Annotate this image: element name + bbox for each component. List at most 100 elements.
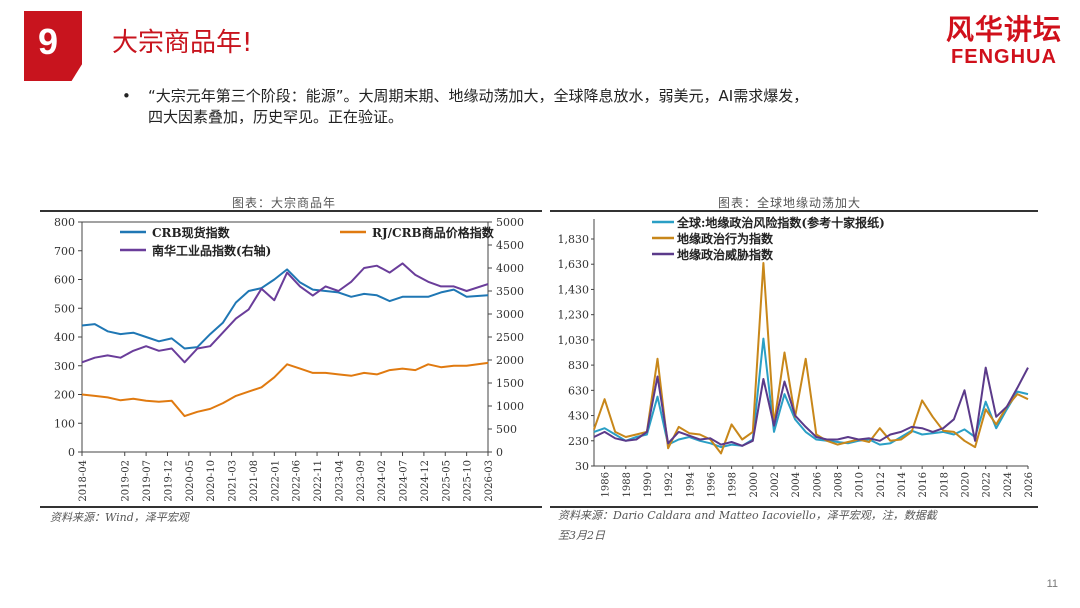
x-tick-label: 1996	[706, 472, 717, 497]
x-tick-label: 2019-12	[163, 460, 174, 502]
legend-label: RJ/CRB商品价格指数	[372, 225, 495, 240]
x-tick-label: 2024-02	[377, 460, 388, 502]
y-tick-label: 400	[54, 331, 75, 344]
x-tick-label: 1988	[622, 472, 633, 497]
series-line-2	[81, 361, 489, 418]
x-tick-label: 2022	[982, 472, 993, 497]
y-tick-label: 230	[568, 435, 589, 448]
logo-chinese: 风华讲坛	[945, 13, 1062, 46]
x-tick-label: 2025-10	[463, 460, 474, 502]
y2-tick-label: 5000	[496, 216, 524, 229]
x-tick-label: 2016	[918, 472, 929, 497]
x-tick-label: 2019-07	[142, 460, 153, 502]
x-tick-label: 2026	[1024, 472, 1035, 497]
x-tick-label: 2020-05	[185, 460, 196, 502]
x-tick-label: 2000	[749, 472, 760, 497]
x-tick-label: 2021-08	[249, 460, 260, 502]
left-chart-bottom-rule	[40, 506, 542, 508]
x-tick-label: 2008	[833, 472, 844, 497]
right-chart-source-line-1: 资料来源：Dario Caldara and Matteo Iacoviello…	[558, 509, 937, 522]
x-tick-label: 1998	[728, 472, 739, 497]
left-chart-caption: 图表：大宗商品年	[232, 196, 337, 210]
x-tick-label: 2012	[876, 472, 887, 497]
left-chart-top-rule	[40, 210, 542, 212]
right-chart: 30 230 430 630 830 1,030 1,230 1,430 1,630 1,830 1…	[558, 215, 1036, 497]
y2-tick-label: 2500	[496, 331, 524, 344]
y-tick-label: 1,230	[558, 309, 590, 322]
logo-english: FENGHUA	[951, 46, 1057, 68]
left-chart: 0 100 200 300 400 500 600 700 800 0 500 1000 1500 200…	[54, 216, 524, 502]
y-tick-label: 500	[54, 302, 75, 315]
y-tick-label: 1,030	[558, 334, 590, 347]
y2-tick-label: 4500	[496, 239, 524, 252]
x-tick-label: 2024-07	[399, 460, 410, 502]
x-tick-label: 2020	[960, 472, 971, 497]
right-chart-caption: 图表：全球地缘动荡加大	[718, 196, 862, 210]
bullet-point: • “大宗元年第三个阶段：能源”。大周期末期、地缘动荡加大，全球降息放水，弱美元…	[122, 86, 942, 128]
x-tick-label: 2019-02	[121, 460, 132, 502]
y-tick-label: 830	[568, 359, 589, 372]
x-tick-label: 2021-03	[228, 460, 239, 502]
legend-label: 全球:地缘政治风险指数(参考十家报纸)	[676, 215, 885, 230]
slide-title: 大宗商品年!	[112, 28, 253, 58]
right-chart-bottom-rule	[550, 506, 1038, 508]
y-tick-label: 300	[54, 360, 75, 373]
y2-tick-label: 0	[496, 446, 503, 459]
y-tick-label: 1,830	[558, 233, 590, 246]
plot-frame	[81, 221, 489, 453]
y-tick-label: 800	[54, 216, 75, 229]
y-tick-label: 100	[54, 417, 75, 430]
series-line-1	[81, 268, 489, 350]
x-tick-label: 2024	[1003, 472, 1014, 497]
x-tick-label: 2022-01	[270, 460, 281, 502]
y2-tick-label: 1000	[496, 400, 524, 413]
slide-number-badge: 9	[24, 11, 82, 81]
y-tick-label: 1,430	[558, 283, 590, 296]
legend-label: 南华工业品指数(右轴)	[152, 243, 271, 258]
series-line-3	[593, 366, 1029, 447]
y-tick-label: 700	[54, 245, 75, 258]
y2-tick-label: 500	[496, 423, 517, 436]
x-tick-label: 2010	[855, 472, 866, 497]
y2-tick-label: 3500	[496, 285, 524, 298]
y-tick-label: 430	[568, 410, 589, 423]
x-tick-label: 2022-06	[292, 460, 303, 502]
x-tick-label: 1986	[601, 472, 612, 497]
y-tick-label: 600	[54, 274, 75, 287]
x-tick-label: 2023-09	[356, 460, 367, 502]
left-chart-source: 资料来源：Wind，泽平宏观	[50, 511, 189, 524]
y-tick-label: 1,630	[558, 258, 590, 271]
right-chart-source-line-2: 至3月2日	[558, 529, 605, 542]
bullet-icon: •	[122, 87, 131, 105]
y2-tick-label: 2000	[496, 354, 524, 367]
y2-tick-label: 1500	[496, 377, 524, 390]
y-tick-label: 0	[68, 446, 75, 459]
right-chart-source: 资料来源：Dario Caldara and Matteo Iacoviello…	[558, 506, 937, 546]
right-chart-top-rule	[550, 210, 1038, 212]
y2-tick-label: 4000	[496, 262, 524, 275]
legend-label: 地缘政治威胁指数	[677, 247, 774, 262]
x-tick-label: 2025-05	[441, 460, 452, 502]
series-line-3	[81, 262, 489, 364]
x-tick-label: 2018	[939, 472, 950, 497]
x-tick-label: 2020-10	[206, 460, 217, 502]
x-tick-label: 2002	[770, 472, 781, 497]
slide-number: 9	[37, 21, 59, 62]
x-tick-label: 2018-04	[78, 460, 89, 502]
y-tick-label: 630	[568, 384, 589, 397]
x-tick-label: 2014	[897, 472, 908, 497]
y-tick-label: 200	[54, 389, 75, 402]
bullet-line-2: 四大因素叠加，历史罕见。正在验证。	[148, 108, 404, 126]
page-number: 11	[1046, 578, 1058, 590]
legend-label: CRB现货指数	[152, 225, 231, 240]
x-tick-label: 2004	[791, 472, 802, 497]
x-tick-label: 2006	[812, 472, 823, 497]
bullet-line-1: “大宗元年第三个阶段：能源”。大周期末期、地缘动荡加大，全球降息放水，弱美元，A…	[148, 87, 809, 105]
x-tick-label: 1992	[664, 472, 675, 497]
x-tick-label: 2026-03	[484, 460, 495, 502]
series-line-2	[593, 262, 1029, 455]
brand-logo: 风华讲坛 FENGHUA	[945, 13, 1062, 69]
y2-tick-label: 3000	[496, 308, 524, 321]
x-tick-label: 1990	[643, 472, 654, 497]
x-tick-label: 1994	[685, 472, 696, 497]
